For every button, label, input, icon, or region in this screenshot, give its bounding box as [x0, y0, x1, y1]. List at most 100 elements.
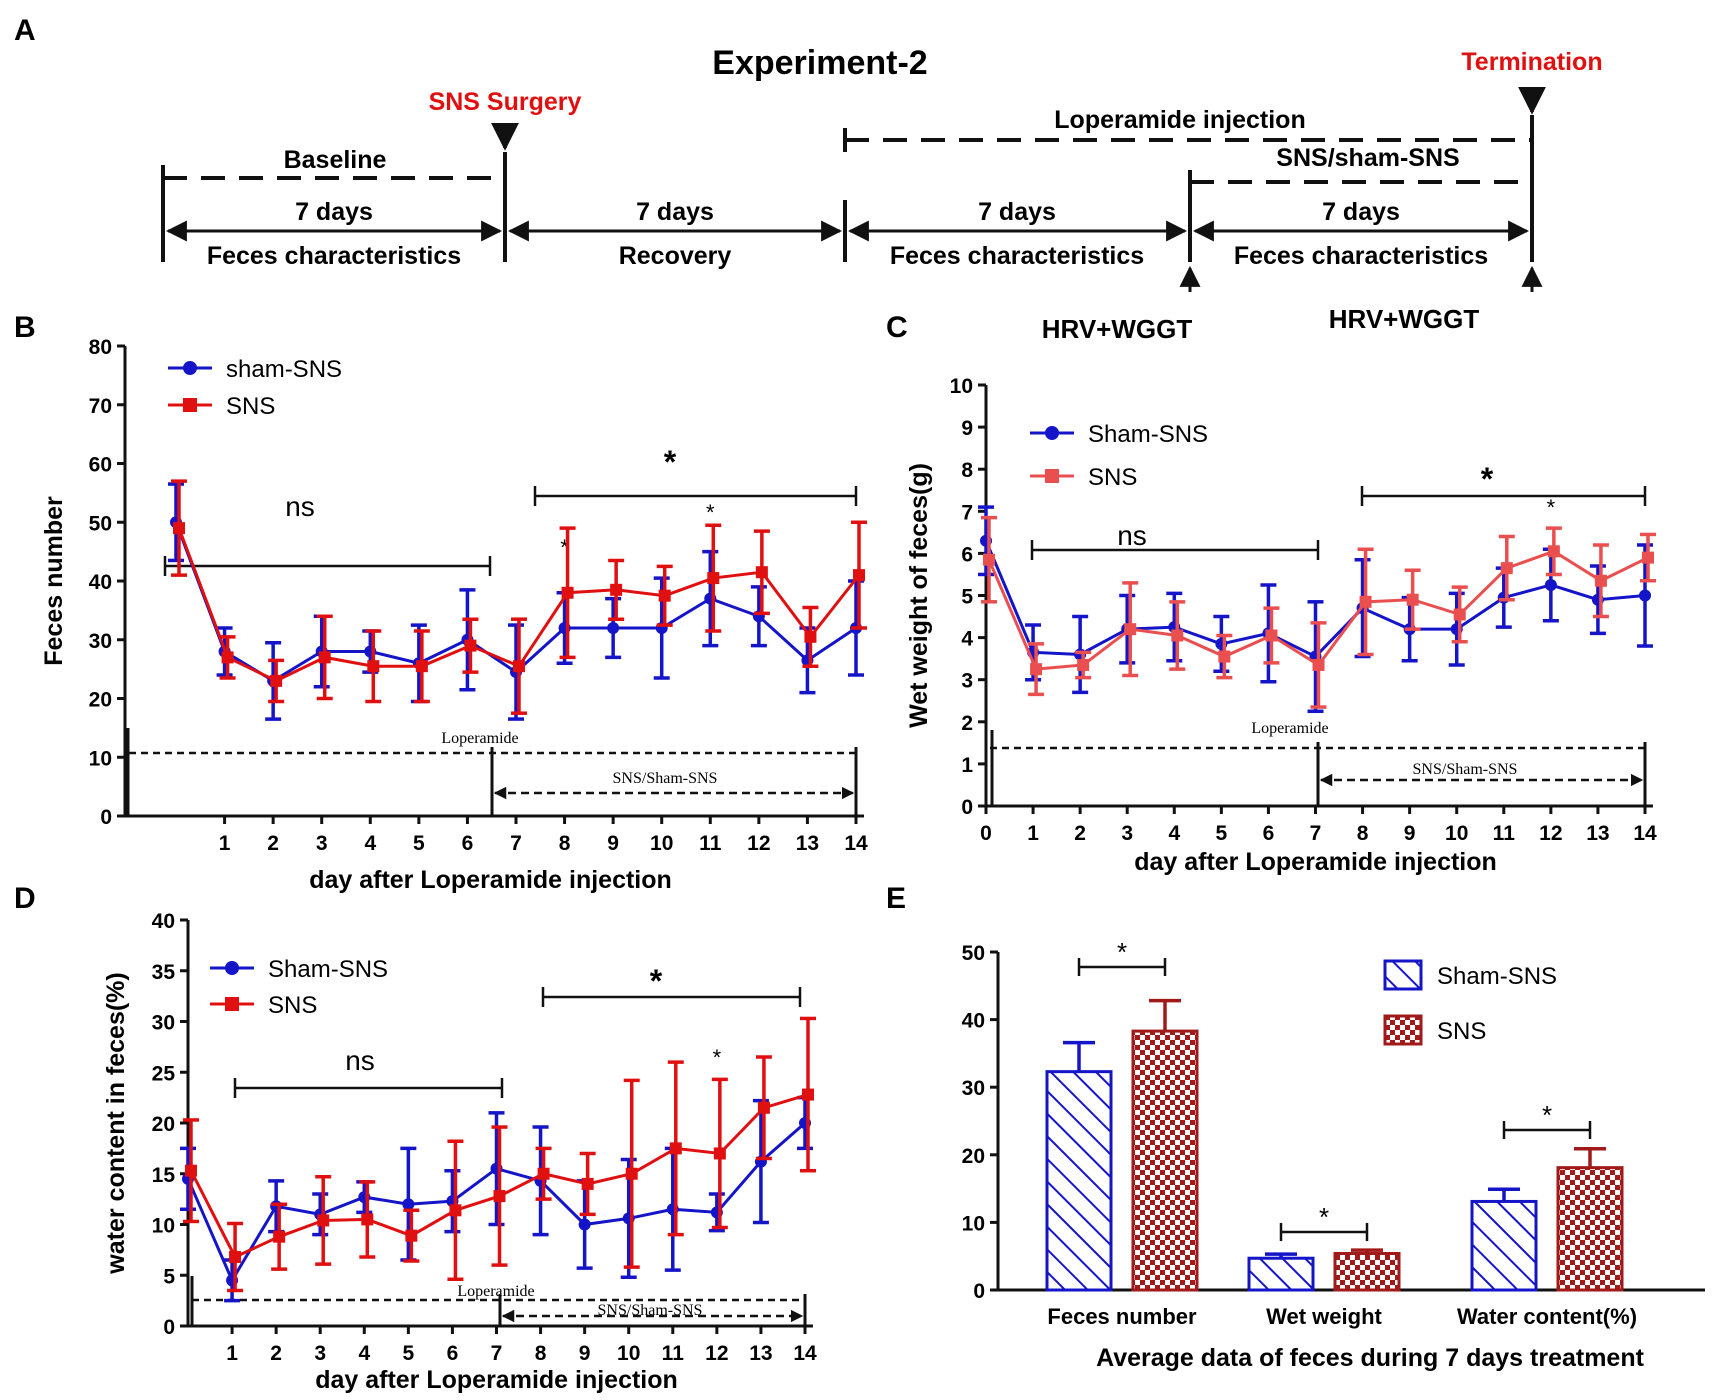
- bar-sig-star: *: [1319, 1202, 1329, 1232]
- x-tick-label: 9: [579, 1342, 591, 1365]
- ns-label: ns: [345, 1045, 375, 1076]
- y-axis-label: Wet weight of feces(g): [905, 463, 933, 728]
- x-tick-label: 0: [980, 822, 992, 845]
- y-tick-label: 6: [961, 543, 973, 566]
- data-point: [1124, 623, 1137, 636]
- day-sig-star: *: [713, 1045, 722, 1070]
- data-point: [513, 660, 525, 673]
- x-tick-label: 9: [607, 832, 619, 855]
- y-tick-label: 40: [152, 910, 175, 933]
- data-point: [707, 572, 720, 585]
- data-point: [1547, 545, 1560, 558]
- y-tick-label: 10: [89, 747, 112, 770]
- x-tick-label: 14: [793, 1342, 817, 1365]
- data-point: [1359, 595, 1372, 608]
- y-tick-label: 1: [961, 754, 973, 777]
- x-tick-label: 6: [462, 832, 474, 855]
- period-4-label: Feces characteristics: [1234, 242, 1488, 270]
- y-tick-label: 9: [961, 417, 973, 440]
- data-point: [317, 1214, 330, 1227]
- data-point: [1406, 593, 1419, 606]
- y-tick-label: 15: [152, 1164, 176, 1187]
- data-point: [1639, 589, 1651, 602]
- x-tick-label: 13: [796, 832, 819, 855]
- x-tick-label: 10: [1445, 822, 1468, 845]
- y-tick-label: 60: [89, 454, 112, 477]
- legend-label: SNS: [226, 393, 275, 420]
- data-point: [493, 1190, 506, 1203]
- x-tick-label: 4: [1168, 822, 1180, 845]
- x-axis-label: day after Loperamide injection: [1134, 848, 1497, 876]
- period-1-days: 7 days: [295, 198, 373, 226]
- x-tick-label: 14: [844, 832, 868, 855]
- legend-swatch: [1383, 1014, 1423, 1046]
- loperamide-label: Loperamide: [457, 1283, 534, 1300]
- x-tick-label: 7: [1310, 822, 1322, 845]
- data-point: [405, 1229, 418, 1242]
- y-tick-label: 0: [163, 1316, 175, 1339]
- y-tick-label: 30: [962, 1077, 985, 1100]
- panel-label-b: B: [14, 311, 36, 344]
- legend-label: Sham-SNS: [1088, 421, 1208, 448]
- legend-label: SNS: [1088, 464, 1137, 491]
- y-tick-label: 70: [89, 395, 112, 418]
- data-point: [1642, 551, 1654, 564]
- data-point: [361, 1213, 374, 1226]
- hrv-label-2: HRV+WGGT: [1329, 304, 1480, 334]
- legend-marker: [183, 398, 197, 412]
- x-tick-label: 4: [364, 832, 376, 855]
- x-tick-label: 11: [699, 832, 722, 855]
- data-point: [983, 553, 995, 566]
- y-tick-label: 35: [152, 961, 176, 984]
- data-point: [537, 1167, 550, 1180]
- x-tick-label: 6: [447, 1342, 459, 1365]
- y-tick-label: 20: [89, 689, 112, 712]
- bar-sham-sns: [1470, 1199, 1538, 1292]
- x-tick-label: 5: [403, 1342, 415, 1365]
- data-point: [1544, 578, 1557, 591]
- category-label: Feces number: [1047, 1304, 1197, 1329]
- x-tick-label: 3: [1121, 822, 1133, 845]
- surgery-label: SNS Surgery: [429, 88, 582, 116]
- y-tick-label: 30: [152, 1012, 175, 1035]
- x-tick-label: 6: [1263, 822, 1275, 845]
- data-point: [367, 660, 380, 673]
- y-tick-label: 3: [961, 670, 973, 693]
- x-tick-label: 12: [1539, 822, 1562, 845]
- panel-label-c: C: [886, 311, 908, 344]
- data-point: [185, 1164, 197, 1177]
- bar-sham-sns: [1045, 1070, 1113, 1292]
- data-point: [1500, 562, 1513, 575]
- data-point: [1030, 663, 1043, 676]
- y-tick-label: 10: [950, 375, 973, 398]
- treatment-arrow-label: SNS/Sham-SNS: [598, 1302, 703, 1319]
- data-point: [229, 1250, 242, 1263]
- x-tick-label: 7: [491, 1342, 503, 1365]
- data-point: [1265, 629, 1278, 642]
- bar-sns: [1556, 1166, 1624, 1292]
- data-point: [578, 1218, 591, 1231]
- x-tick-label: 12: [747, 832, 770, 855]
- data-point: [610, 583, 623, 596]
- legend-marker: [1045, 469, 1059, 483]
- x-tick-label: 4: [358, 1342, 370, 1365]
- x-tick-label: 13: [749, 1342, 772, 1365]
- y-tick-label: 8: [961, 459, 973, 482]
- x-tick-label: 11: [1493, 822, 1516, 845]
- data-point: [1077, 658, 1090, 671]
- bar-sham-sns: [1247, 1256, 1315, 1292]
- ns-label: ns: [1117, 520, 1147, 551]
- data-point: [415, 660, 428, 673]
- legend-label: SNS: [1437, 1018, 1486, 1045]
- chart-e-average-bars: 0 10 20 30 40 50 * Feces number * Wet weight * Wate…: [962, 937, 1705, 1372]
- y-tick-label: 5: [163, 1265, 175, 1288]
- day-sig-star: *: [1547, 495, 1556, 520]
- day-sig-star: *: [560, 535, 569, 560]
- legend-marker: [183, 361, 197, 375]
- y-tick-label: 7: [961, 501, 973, 524]
- y-axis-label: Feces number: [40, 496, 68, 666]
- y-tick-label: 5: [961, 586, 973, 609]
- x-tick-label: 7: [510, 832, 522, 855]
- legend-marker: [225, 961, 239, 975]
- sig-star: *: [650, 963, 663, 999]
